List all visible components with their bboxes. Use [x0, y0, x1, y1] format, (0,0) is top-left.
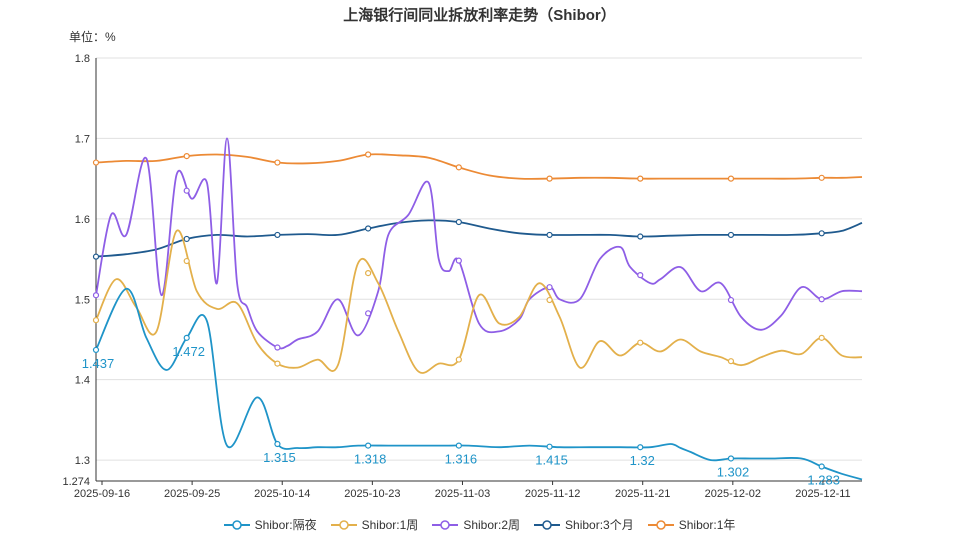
series-marker [365, 310, 372, 317]
series-line [95, 153, 863, 180]
series-marker [92, 292, 100, 299]
series-marker [546, 284, 553, 291]
series-marker [365, 151, 372, 158]
series-marker [455, 356, 462, 363]
x-tick-label: 2025-10-23 [344, 488, 400, 500]
data-label: 1.437 [82, 356, 115, 371]
series-marker [455, 442, 462, 449]
series-marker [727, 175, 735, 182]
y-tick-label: 1.8 [75, 53, 90, 65]
series-line [95, 287, 863, 481]
data-label: 1.32 [630, 453, 655, 468]
y-tick-label: 1.3 [75, 455, 90, 467]
series-marker [274, 440, 281, 448]
series-line [95, 229, 863, 374]
legend-label: Shibor:1年 [678, 518, 736, 532]
series-marker [183, 257, 190, 265]
grid-lines [96, 57, 862, 461]
series-marker [818, 334, 825, 341]
x-tick-label: 2025-09-16 [74, 488, 130, 500]
series-marker [183, 153, 190, 160]
series-marker [637, 339, 644, 346]
series-marker [546, 231, 553, 239]
y-axis-unit-label: 单位：% [69, 30, 116, 44]
data-label: 1.283 [807, 473, 840, 488]
series-marker [183, 235, 190, 243]
series-marker [455, 218, 462, 226]
x-tick-label: 2025-11-03 [435, 488, 490, 500]
legend-item[interactable]: Shibor:2周 [432, 516, 520, 533]
series-marker [546, 443, 553, 450]
series-line [95, 219, 863, 258]
series-marker [92, 317, 100, 324]
legend-item[interactable]: Shibor:隔夜 [223, 516, 317, 533]
legend-item[interactable]: Shibor:1周 [330, 516, 419, 533]
series-marker [727, 358, 735, 365]
series-marker [637, 272, 644, 279]
legend-label: Shibor:3个月 [565, 518, 634, 532]
data-label: 1.315 [263, 450, 296, 465]
y-tick-label: 1.274 [62, 476, 90, 488]
series-marker [183, 334, 190, 341]
series-marker [365, 225, 372, 232]
series-marker [274, 344, 281, 351]
series-marker [365, 270, 372, 277]
x-tick-label: 2025-10-14 [254, 488, 310, 500]
legend-item[interactable]: Shibor:1年 [647, 516, 736, 533]
series-marker [92, 346, 100, 354]
x-tick-label: 2025-11-12 [525, 488, 580, 500]
data-labels: 1.437 1.472 1.315 1.318 1.316 1.415 1.32 1.302 1… [82, 344, 840, 488]
y-tick-label: 1.5 [75, 294, 90, 306]
x-tick-label: 2025-12-11 [795, 488, 850, 500]
series-lines [92, 137, 863, 481]
series-marker [183, 187, 190, 194]
series-marker [727, 296, 735, 304]
data-label: 1.318 [354, 452, 387, 467]
x-tick-label: 2025-09-25 [164, 488, 220, 500]
series-marker [92, 159, 100, 166]
y-tick-label: 1.4 [75, 375, 90, 387]
data-label: 1.415 [535, 453, 568, 468]
legend-swatch-icon [223, 519, 250, 530]
legend: Shibor:隔夜 Shibor:1周 Shibor:2周 Shibor:3个月 Shi… [0, 516, 959, 533]
series-marker [818, 174, 825, 181]
series-line [95, 137, 863, 350]
series-marker [818, 296, 825, 303]
data-label: 1.316 [445, 452, 478, 467]
x-tick-label: 2025-11-21 [615, 488, 670, 500]
series-marker [455, 164, 462, 171]
y-tick-label: 1.6 [75, 214, 90, 226]
series-marker [546, 296, 553, 304]
legend-swatch-icon [534, 519, 561, 530]
chart-title: 上海银行间同业拆放利率走势（Shibor） [343, 7, 616, 24]
series-marker [637, 233, 644, 240]
y-tick-label: 1.7 [75, 133, 90, 145]
series-marker [274, 231, 281, 239]
series-marker [92, 253, 100, 260]
series-marker [727, 455, 735, 462]
legend-swatch-icon [647, 519, 674, 530]
legend-item[interactable]: Shibor:3个月 [534, 516, 634, 533]
x-tick-label: 2025-12-02 [705, 488, 761, 500]
series-marker [818, 463, 825, 470]
series-marker [637, 444, 644, 451]
legend-label: Shibor:1周 [361, 518, 419, 532]
legend-label: Shibor:2周 [463, 518, 521, 532]
series-marker [365, 442, 372, 449]
series-marker [274, 159, 281, 166]
legend-swatch-icon [330, 519, 357, 530]
series-marker [274, 360, 281, 367]
series-marker [455, 257, 462, 264]
series-marker [727, 231, 735, 239]
series-marker [546, 175, 553, 182]
data-label: 1.302 [717, 464, 750, 479]
legend-swatch-icon [432, 519, 459, 530]
series-marker [637, 175, 644, 182]
series-marker [818, 230, 825, 237]
data-label: 1.472 [172, 344, 205, 359]
legend-label: Shibor:隔夜 [254, 518, 317, 532]
